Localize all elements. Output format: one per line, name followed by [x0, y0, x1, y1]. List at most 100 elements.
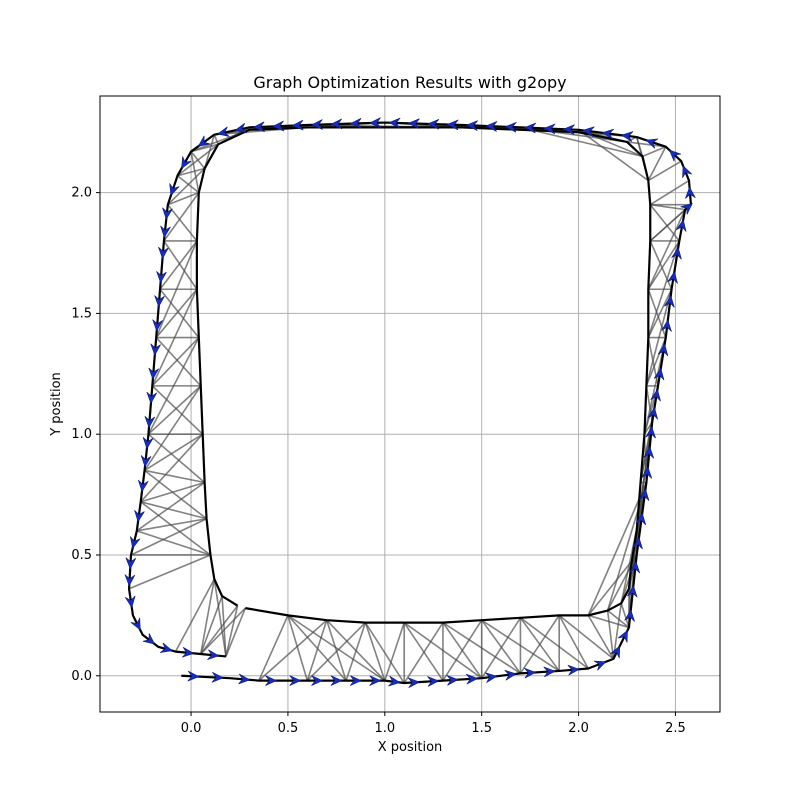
- pose-arrow: [620, 131, 634, 142]
- trajectory-line: [127, 121, 693, 685]
- pose-arrow: [310, 119, 323, 130]
- pose-arrow: [265, 675, 278, 686]
- pose-arrow: [311, 675, 324, 686]
- trajectory-line: [195, 126, 652, 624]
- constraint-edge: [647, 160, 682, 182]
- constraint-edge: [163, 192, 200, 242]
- pose-arrow: [369, 675, 382, 686]
- constraint-edge: [147, 433, 206, 484]
- constraint-edge: [481, 617, 522, 679]
- pose-arrow: [125, 557, 137, 570]
- pose-arrow: [144, 416, 156, 429]
- constraint-edge: [647, 146, 667, 181]
- pose-arrow: [582, 126, 595, 137]
- pose-arrow: [680, 203, 693, 215]
- constraint-edge: [151, 337, 200, 387]
- constraint-edge: [177, 175, 200, 194]
- pose-arrow: [130, 536, 141, 549]
- pose-arrow: [657, 343, 669, 357]
- pose-arrow: [427, 676, 440, 687]
- pose-arrow: [160, 225, 171, 239]
- constraint-edge: [177, 167, 205, 177]
- pose-arrow: [567, 664, 580, 676]
- y-tick-label: 2.0: [71, 186, 92, 201]
- constraint-edge: [225, 605, 239, 657]
- pose-arrow: [272, 120, 285, 132]
- pose-arrow: [668, 149, 682, 162]
- plot-frame: [99, 95, 721, 713]
- constraint-edge: [578, 129, 649, 182]
- pose-arrow: [162, 207, 173, 220]
- pose-arrow: [601, 128, 614, 140]
- pose-arrow: [682, 165, 693, 179]
- constraint-edge: [190, 151, 200, 193]
- pose-arrow: [685, 186, 696, 199]
- pose-arrow: [562, 124, 575, 135]
- constraint-edge: [364, 622, 405, 684]
- pose-arrow: [543, 666, 556, 678]
- constraint-edge: [190, 143, 219, 153]
- constraint-edge: [364, 622, 386, 681]
- pose-arrow: [446, 119, 459, 131]
- constraint-edge: [325, 619, 347, 681]
- x-tick-label: 1.0: [374, 721, 395, 736]
- pose-arrow: [504, 121, 517, 133]
- constraint-edge: [587, 482, 648, 616]
- constraint-edge: [144, 469, 208, 520]
- constraint-edge: [200, 605, 239, 655]
- constraint-edge: [519, 617, 589, 670]
- pose-arrow: [181, 647, 195, 658]
- constraint-edge: [612, 603, 622, 659]
- pose-arrow: [485, 121, 498, 132]
- constraint-edge: [558, 614, 589, 669]
- pose-arrow: [617, 629, 628, 643]
- x-tick-label: 2.5: [665, 721, 686, 736]
- pose-arrow: [350, 675, 362, 686]
- constraint-edge: [649, 204, 680, 242]
- pose-arrow: [388, 675, 401, 687]
- pose-arrow: [523, 122, 537, 134]
- constraint-edge: [167, 204, 198, 242]
- pose-arrow: [252, 121, 265, 133]
- constraint-edge: [519, 614, 560, 674]
- x-tick-label: 1.5: [471, 721, 492, 736]
- pose-arrow: [156, 271, 167, 284]
- constraint-edge: [606, 610, 615, 659]
- constraint-edge: [140, 501, 207, 520]
- pose-arrow: [661, 319, 672, 332]
- constraint-edge: [645, 337, 667, 387]
- pose-arrow: [593, 660, 607, 671]
- pose-arrow: [638, 488, 650, 501]
- pose-arrow: [150, 343, 161, 356]
- pose-arrow: [643, 446, 655, 459]
- pose-arrow: [635, 512, 647, 526]
- x-tick-label: 2.0: [568, 721, 589, 736]
- pose-arrow: [650, 388, 661, 402]
- y-tick-label: 1.0: [71, 427, 92, 442]
- constraint-edge: [128, 554, 211, 590]
- pose-arrow: [645, 425, 656, 439]
- pose-arrow: [485, 672, 498, 683]
- pose-arrow: [330, 118, 343, 130]
- pose-arrow: [289, 675, 302, 686]
- constraint-edge: [155, 288, 198, 339]
- constraint-edge: [163, 240, 198, 290]
- x-axis-label: X position: [378, 740, 443, 755]
- constraint-edge: [190, 151, 206, 169]
- pose-arrow: [125, 595, 136, 609]
- pose-arrow: [446, 675, 459, 686]
- pose-arrow: [626, 585, 638, 598]
- pose-arrow: [465, 120, 478, 131]
- constraint-edge: [213, 134, 219, 145]
- pose-arrow: [197, 135, 211, 147]
- constraint-edge: [144, 469, 205, 484]
- pose-arrow: [291, 119, 304, 131]
- pose-arrow: [134, 510, 145, 523]
- constraint-edge: [155, 337, 202, 387]
- constraint-edge: [442, 619, 483, 682]
- constraint-edge: [199, 595, 223, 655]
- constraint-edge: [130, 518, 207, 556]
- pose-arrow: [671, 246, 682, 260]
- pose-arrow: [148, 367, 159, 381]
